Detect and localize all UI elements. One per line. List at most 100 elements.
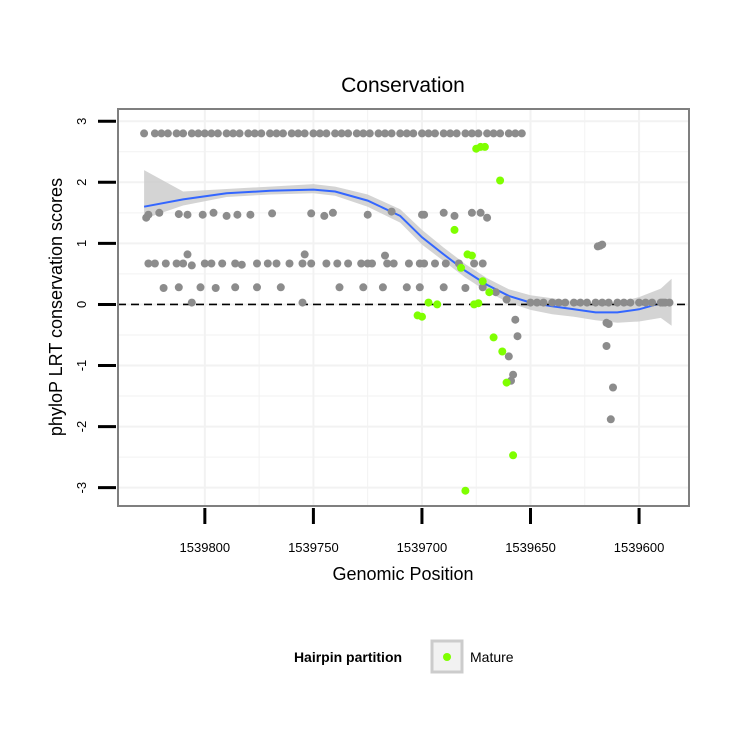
other-point [526, 298, 535, 307]
other-point [511, 315, 520, 324]
other-point [478, 283, 487, 292]
other-point [359, 129, 368, 138]
other-point [235, 129, 244, 138]
other-point [172, 129, 181, 138]
other-point [626, 298, 635, 307]
mature-point [461, 486, 470, 495]
other-point [161, 259, 170, 268]
x-tick-label: 1539650 [505, 540, 556, 555]
other-point [420, 259, 429, 268]
other-point [276, 283, 285, 292]
other-point [467, 129, 476, 138]
other-point [174, 210, 183, 219]
other-point [196, 283, 205, 292]
other-point [635, 298, 644, 307]
other-point [359, 283, 368, 292]
y-tick-label: -2 [74, 421, 89, 433]
plot-panel-border [117, 108, 690, 507]
y-tick-label: -3 [74, 482, 89, 494]
other-point [389, 259, 398, 268]
other-point [307, 259, 316, 268]
other-point [502, 295, 511, 304]
other-point [344, 259, 353, 268]
other-point [613, 298, 622, 307]
other-point [246, 210, 255, 219]
other-point [374, 129, 383, 138]
other-point [179, 129, 188, 138]
other-point [272, 129, 281, 138]
other-point [183, 210, 192, 219]
other-point [231, 283, 240, 292]
other-point [467, 208, 476, 217]
other-point [253, 283, 261, 292]
other-point [554, 298, 563, 307]
mature-point [502, 378, 511, 387]
mature-point [463, 250, 472, 259]
other-point [237, 260, 246, 269]
other-point [489, 129, 498, 138]
other-point [335, 283, 344, 292]
y-tick-label: 2 [74, 179, 89, 186]
other-point [187, 298, 196, 307]
mature-point [413, 311, 422, 320]
confidence-ribbon-group [144, 170, 672, 326]
other-point [320, 211, 329, 220]
other-point [461, 129, 470, 138]
other-point [194, 129, 203, 138]
other-point [402, 129, 411, 138]
other-point [415, 283, 424, 292]
other-point [533, 298, 541, 307]
axes: -3 -2 -1 0 1 2 3 1539800 1539750 1539700 1539650 15… [74, 118, 664, 555]
other-point [211, 284, 220, 292]
other-point [157, 129, 166, 138]
other-point [576, 298, 585, 307]
other-point [602, 342, 611, 350]
chart-title: Conservation [341, 74, 465, 97]
other-point [409, 129, 418, 138]
other-point [231, 259, 240, 268]
mature-point [470, 300, 479, 309]
other-point [253, 259, 261, 268]
other-point [337, 129, 346, 138]
other-point [420, 210, 429, 219]
other-point [474, 129, 483, 138]
other-point [352, 129, 361, 138]
other-point [150, 129, 159, 138]
other-point [476, 208, 485, 217]
x-tick-label: 1539600 [614, 540, 665, 555]
x-tick-label: 1539800 [180, 540, 231, 555]
legend-mature-swatch [443, 653, 451, 661]
other-point [328, 208, 337, 217]
mature-point [498, 347, 507, 356]
mature-point [450, 225, 459, 234]
mature-point [457, 263, 465, 272]
other-point [609, 383, 617, 392]
other-point [174, 283, 183, 292]
other-point [619, 298, 628, 307]
legend-title: Hairpin partition [294, 649, 402, 665]
other-point [368, 259, 376, 268]
smooth-line-group [143, 188, 672, 314]
data-points [140, 129, 674, 495]
mature-point [478, 277, 487, 286]
other-point [200, 129, 209, 138]
other-point [307, 209, 316, 218]
other-point [298, 298, 307, 307]
other-point [509, 370, 518, 379]
other-point [287, 129, 296, 138]
other-point [591, 298, 600, 307]
other-point [285, 259, 294, 268]
other-point [431, 259, 439, 268]
other-point [257, 129, 266, 138]
other-point [294, 129, 303, 138]
other-point [665, 298, 674, 307]
other-point [381, 129, 389, 138]
y-tick-label: 1 [74, 240, 89, 247]
mature-point [509, 451, 518, 460]
other-point [461, 284, 470, 292]
mature-point [485, 288, 494, 297]
other-point [222, 211, 231, 220]
other-point [569, 298, 578, 307]
other-point [606, 415, 615, 424]
